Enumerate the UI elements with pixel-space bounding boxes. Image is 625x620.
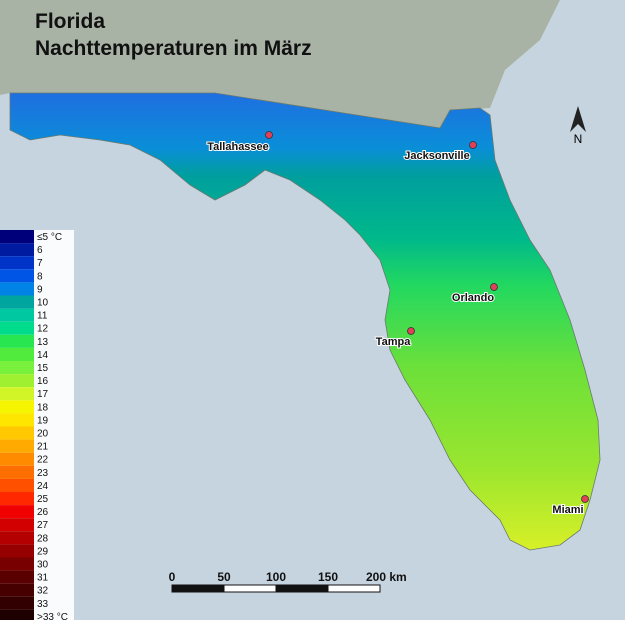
- legend-label: >33 °C: [37, 612, 68, 620]
- legend-swatch: [0, 269, 34, 283]
- legend-swatch: [0, 230, 34, 244]
- legend-swatch: [0, 243, 34, 257]
- title: Florida: [35, 10, 105, 33]
- legend-swatch: [0, 452, 34, 466]
- legend-label: 33: [37, 599, 49, 610]
- legend-swatch: [0, 478, 34, 492]
- legend-label: 11: [37, 311, 48, 322]
- legend-swatch: [0, 492, 34, 506]
- legend-swatch: [0, 400, 34, 414]
- legend-label: 9: [37, 284, 43, 295]
- legend-swatch: [0, 518, 34, 532]
- city-label: Tallahassee: [207, 141, 269, 153]
- legend-swatch: [0, 256, 34, 270]
- legend-label: 29: [37, 546, 49, 557]
- legend-label: 25: [37, 494, 49, 505]
- legend-swatch: [0, 387, 34, 401]
- city-dot: [581, 495, 589, 503]
- legend-label: 26: [37, 507, 49, 518]
- legend-label: ≤5 °C: [37, 232, 62, 243]
- legend-label: 20: [37, 429, 49, 440]
- legend-swatch: [0, 321, 34, 335]
- legend-swatch: [0, 374, 34, 388]
- title: Nachttemperaturen im März: [35, 37, 312, 60]
- legend-swatch: [0, 531, 34, 545]
- scale-segment: [171, 584, 225, 593]
- legend-label: 19: [37, 415, 49, 426]
- legend-label: 27: [37, 520, 49, 531]
- scale-label: 200 km: [366, 570, 407, 584]
- legend-label: 30: [37, 560, 49, 571]
- florida: [9, 92, 601, 551]
- scale-segment: [223, 584, 277, 593]
- legend-swatch: [0, 361, 34, 375]
- legend-swatch: [0, 426, 34, 440]
- legend-swatch: [0, 308, 34, 322]
- legend-label: 21: [37, 442, 49, 453]
- legend-swatch: [0, 413, 34, 427]
- legend-swatch: [0, 282, 34, 296]
- legend-swatch: [0, 583, 34, 597]
- legend-swatch: [0, 347, 34, 361]
- legend-label: 10: [37, 298, 49, 309]
- legend-label: 24: [37, 481, 49, 492]
- city-dot: [265, 131, 273, 139]
- legend-swatch: [0, 557, 34, 571]
- legend-label: 22: [37, 455, 49, 466]
- city-label: Miami: [552, 504, 583, 516]
- cities: Tallahassee Jacksonville Orlando Tampa Miami: [206, 131, 589, 517]
- legend-swatch: [0, 570, 34, 584]
- scale-segment: [327, 584, 381, 593]
- legend-label: 12: [37, 324, 49, 335]
- city-label: Jacksonville: [404, 150, 469, 162]
- scale-label: 0: [169, 570, 176, 584]
- city-dot: [407, 327, 415, 335]
- legend-swatch: [0, 334, 34, 348]
- scale-bar: 0 50 100 150 200 km: [169, 570, 407, 593]
- legend-label: 17: [37, 389, 49, 400]
- legend-label: 23: [37, 468, 49, 479]
- legend: ≤5 °C 6 7 8 9 10 11 12 13 14 15 16 17 18 19 20 21 22 23 24 2…: [0, 230, 74, 620]
- legend-label: 7: [37, 258, 43, 269]
- scale-label: 100: [266, 570, 286, 584]
- north-label: N: [574, 132, 583, 146]
- legend-swatch: [0, 505, 34, 519]
- city-dot: [469, 141, 477, 149]
- legend-label: 16: [37, 376, 49, 387]
- legend-label: 18: [37, 402, 49, 413]
- legend-label: 14: [37, 350, 49, 361]
- legend-label: 32: [37, 586, 49, 597]
- legend-swatch: [0, 544, 34, 558]
- legend-label: 31: [37, 573, 49, 584]
- legend-swatch: [0, 295, 34, 309]
- city-label: Orlando: [452, 292, 494, 304]
- legend-swatch: [0, 465, 34, 479]
- legend-label: 8: [37, 271, 43, 282]
- legend-label: 13: [37, 337, 49, 348]
- city-label: Tampa: [376, 336, 412, 348]
- legend-label: 6: [37, 245, 43, 256]
- scale-segment: [275, 584, 329, 593]
- legend-swatch: [0, 596, 34, 610]
- legend-swatch: [0, 609, 34, 620]
- legend-swatch: [0, 439, 34, 453]
- north-arrow: [570, 106, 586, 132]
- legend-label: 28: [37, 533, 49, 544]
- city-dot: [490, 283, 498, 291]
- scale-label: 50: [217, 570, 231, 584]
- land-north: [0, 0, 560, 128]
- scale-label: 150: [318, 570, 338, 584]
- legend-label: 15: [37, 363, 49, 374]
